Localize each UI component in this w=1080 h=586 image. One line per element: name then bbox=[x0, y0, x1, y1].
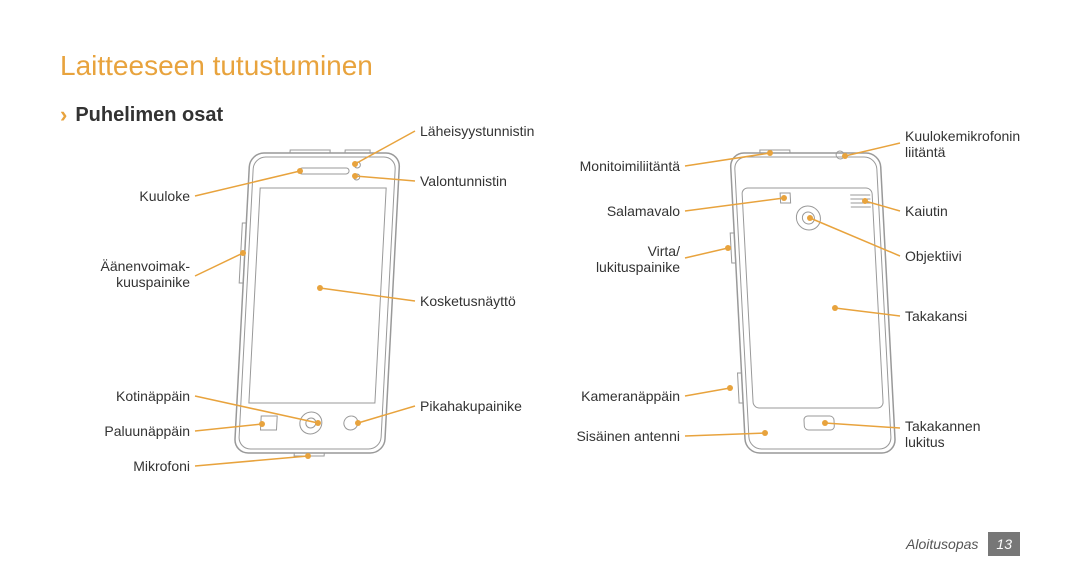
subtitle: Puhelimen osat bbox=[75, 104, 223, 127]
subtitle-row: › Puhelimen osat bbox=[60, 102, 1020, 128]
label-kaiutin: Kaiutin bbox=[905, 203, 948, 219]
back-diagram: Monitoimiliitäntä Salamavalo Virta/ luki… bbox=[540, 128, 1020, 508]
label-valontunnistin: Valontunnistin bbox=[420, 173, 507, 189]
label-takakansi: Takakansi bbox=[905, 308, 967, 324]
page-number: 13 bbox=[988, 532, 1020, 556]
label-takakannen-lukitus: Takakannen lukitus bbox=[905, 418, 981, 450]
footer: Aloitusopas 13 bbox=[906, 532, 1020, 556]
label-mikrofoni: Mikrofoni bbox=[60, 458, 190, 474]
label-virta-lukitus: Virta/ lukituspainike bbox=[540, 243, 680, 275]
page-title: Laitteeseen tutustuminen bbox=[60, 50, 1020, 82]
label-kotinappain: Kotinäppäin bbox=[60, 388, 190, 404]
label-monitoimiliitanta: Monitoimiliitäntä bbox=[540, 158, 680, 174]
label-pikahakupainike: Pikahakupainike bbox=[420, 398, 522, 414]
label-kuulokemikrofoni: Kuulokemikrofonin liitäntä bbox=[905, 128, 1020, 160]
label-kosketusnaytto: Kosketusnäyttö bbox=[420, 293, 516, 309]
label-salamavalo: Salamavalo bbox=[540, 203, 680, 219]
label-kuuloke: Kuuloke bbox=[60, 188, 190, 204]
label-sisainen-antenni: Sisäinen antenni bbox=[540, 428, 680, 444]
footer-label: Aloitusopas bbox=[906, 536, 978, 552]
label-laheisyystunnistin: Läheisyystunnistin bbox=[420, 123, 534, 139]
front-diagram: Kuuloke Äänenvoimak- kuuspainike Kotinäp… bbox=[60, 128, 540, 508]
chevron-icon: › bbox=[60, 102, 67, 128]
diagrams-container: Kuuloke Äänenvoimak- kuuspainike Kotinäp… bbox=[60, 128, 1020, 508]
label-objektiivi: Objektiivi bbox=[905, 248, 962, 264]
label-aanenvoimakkuus: Äänenvoimak- kuuspainike bbox=[60, 258, 190, 290]
label-kameranappain: Kameranäppäin bbox=[540, 388, 680, 404]
label-paluunappain: Paluunäppäin bbox=[60, 423, 190, 439]
